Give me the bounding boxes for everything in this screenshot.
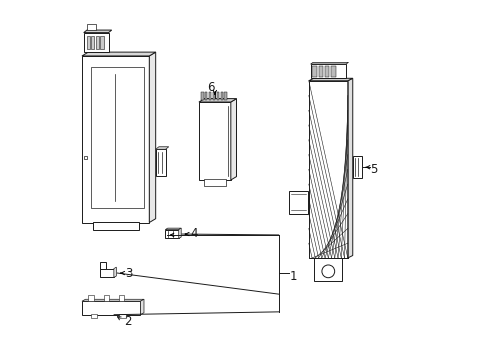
Polygon shape bbox=[348, 78, 353, 258]
Bar bbox=[87, 24, 96, 30]
Text: 6: 6 bbox=[208, 81, 215, 94]
Bar bbox=[209, 92, 211, 100]
Text: 4: 4 bbox=[190, 227, 197, 240]
Bar bbox=[353, 156, 362, 178]
Polygon shape bbox=[199, 99, 237, 102]
Bar bbox=[220, 92, 223, 100]
Polygon shape bbox=[309, 78, 353, 81]
Bar bbox=[84, 33, 109, 52]
Bar bbox=[82, 56, 149, 222]
Text: 5: 5 bbox=[370, 163, 378, 176]
Bar bbox=[99, 269, 114, 278]
Polygon shape bbox=[84, 30, 112, 33]
Polygon shape bbox=[141, 299, 144, 315]
Polygon shape bbox=[82, 299, 144, 301]
Bar bbox=[318, 66, 323, 77]
Polygon shape bbox=[156, 147, 169, 149]
Bar bbox=[93, 222, 139, 230]
Bar bbox=[99, 262, 106, 269]
Text: 2: 2 bbox=[124, 315, 131, 328]
Bar bbox=[331, 66, 336, 77]
Bar bbox=[205, 92, 207, 100]
Bar bbox=[314, 258, 343, 281]
Text: 3: 3 bbox=[125, 267, 133, 280]
Bar bbox=[217, 92, 219, 100]
Polygon shape bbox=[165, 228, 181, 230]
Bar bbox=[165, 230, 179, 238]
Bar bbox=[213, 92, 215, 100]
Circle shape bbox=[322, 265, 335, 278]
Bar bbox=[156, 149, 166, 176]
Bar bbox=[87, 36, 90, 49]
Polygon shape bbox=[311, 62, 348, 64]
Bar bbox=[91, 36, 95, 49]
Text: 1: 1 bbox=[290, 270, 297, 283]
Bar bbox=[312, 66, 317, 77]
Bar bbox=[309, 81, 348, 258]
Bar bbox=[224, 92, 226, 100]
Bar bbox=[311, 64, 346, 78]
Bar bbox=[103, 295, 109, 301]
Bar bbox=[119, 295, 124, 301]
Bar bbox=[289, 191, 308, 214]
Polygon shape bbox=[179, 228, 181, 238]
Bar bbox=[119, 314, 125, 318]
Bar bbox=[88, 295, 94, 301]
Polygon shape bbox=[82, 52, 156, 56]
Polygon shape bbox=[114, 267, 116, 278]
Bar bbox=[201, 92, 203, 100]
Polygon shape bbox=[231, 99, 237, 180]
Bar bbox=[199, 102, 231, 180]
Bar bbox=[100, 36, 103, 49]
Bar bbox=[91, 314, 97, 318]
Bar bbox=[91, 67, 144, 208]
Polygon shape bbox=[149, 52, 156, 222]
Bar bbox=[204, 179, 225, 186]
Bar bbox=[325, 66, 329, 77]
Bar bbox=[84, 156, 87, 159]
Bar bbox=[82, 301, 141, 315]
Bar bbox=[96, 36, 99, 49]
